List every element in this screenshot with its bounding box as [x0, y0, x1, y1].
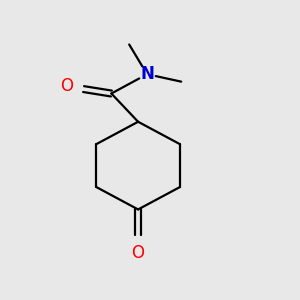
- Text: O: O: [60, 77, 73, 95]
- Text: N: N: [140, 65, 154, 83]
- Text: O: O: [132, 244, 145, 262]
